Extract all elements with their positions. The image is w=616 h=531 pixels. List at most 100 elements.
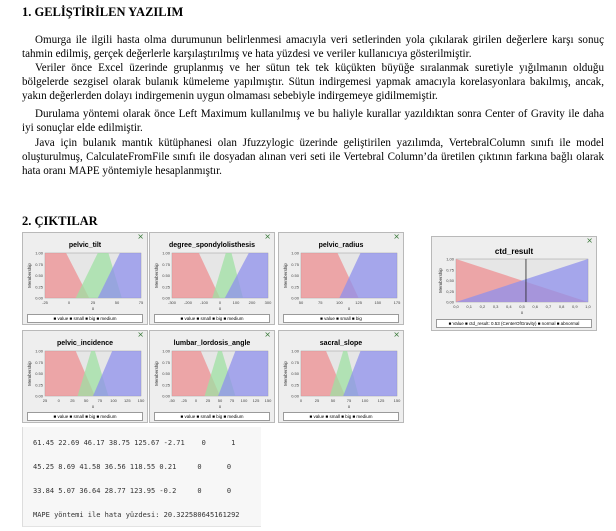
- x-axis-label: x: [521, 310, 524, 315]
- y-tick-label: 0.50: [35, 371, 44, 376]
- x-tick-label: 100: [241, 398, 248, 403]
- window-close-icon[interactable]: ×: [137, 330, 144, 339]
- chart-title: lumbar_lordosis_angle: [173, 340, 251, 347]
- console-mape-result: MAPE yöntemi ile hata yüzdesi: 20.322580…: [33, 511, 240, 519]
- y-tick-label: 0,25: [446, 289, 455, 294]
- x-tick-label: 0,8: [559, 304, 565, 309]
- chart-window-lumbar-lordosis-angle: × lumbar_lordosis_angle 0.00 0.25 0.50 0.75 1.…: [149, 330, 275, 423]
- section-2-title: 2. ÇIKTILAR: [22, 214, 98, 228]
- y-tick-label: 0.50: [162, 371, 171, 376]
- console-line: 61.45 22.69 46.17 38.75 125.67 -2.71 0 1: [33, 439, 236, 447]
- y-tick-label: 0.00: [291, 394, 300, 399]
- x-tick-label: -25: [181, 398, 188, 403]
- series-small: [45, 351, 141, 396]
- y-tick-label: 0.50: [162, 273, 171, 278]
- chart-legend: ■ value ■ small ■ big ■ medium: [154, 314, 270, 323]
- chart-title: pelvic_incidence: [56, 340, 114, 347]
- y-tick-label: 1.00: [35, 251, 44, 256]
- y-axis-label: Membership: [27, 263, 32, 288]
- x-tick-label: 100: [233, 300, 240, 305]
- chart-svg: 0.00 0.25 0.50 0.75 1.00 -300 -200 -100 0 100 200 3…: [154, 251, 272, 312]
- y-tick-label: 0.75: [35, 360, 44, 365]
- chart-legend: ■ value ■ small ■ big ■ medium: [154, 412, 270, 421]
- chart-title: sacral_slope: [319, 340, 363, 347]
- x-tick-label: 0,6: [532, 304, 538, 309]
- x-tick-label: 0: [219, 300, 222, 305]
- x-tick-label: 150: [265, 398, 272, 403]
- window-close-icon[interactable]: ×: [264, 232, 271, 241]
- x-tick-label: 0,3: [493, 304, 499, 309]
- x-tick-label: 0,9: [572, 304, 578, 309]
- chart-svg: 0,00 0,25 0,50 0,75 1,00 0,0 0,1 0,2 0,3 0,4 0,5 0,…: [438, 257, 592, 316]
- x-tick-label: -100: [200, 300, 209, 305]
- console-line: 45.25 8.69 41.58 36.56 118.55 0.21 0 0: [33, 463, 232, 471]
- y-tick-label: 0,75: [446, 267, 455, 272]
- window-close-icon[interactable]: ×: [393, 330, 400, 339]
- x-tick-label: -200: [184, 300, 193, 305]
- series-abnormal: [456, 259, 588, 302]
- chart-legend: ■ Value ■ ctd_result: 0.53 (CenterOfGrav…: [436, 319, 592, 328]
- y-axis-label: Membership: [283, 263, 288, 288]
- paragraph-1: Omurga ile ilgili hasta olma durumunun b…: [22, 34, 604, 60]
- x-tick-label: -300: [168, 300, 177, 305]
- y-tick-label: 0.00: [162, 394, 171, 399]
- paragraph-2: Veriler önce Excel üzerinde gruplanmış v…: [22, 62, 604, 102]
- window-close-icon[interactable]: ×: [137, 232, 144, 241]
- x-tick-label: 0,0: [453, 304, 459, 309]
- y-tick-label: 0.00: [35, 296, 44, 301]
- y-tick-label: 0.25: [291, 382, 300, 387]
- x-tick-label: 75: [318, 300, 323, 305]
- y-tick-label: 0.75: [162, 262, 171, 267]
- y-tick-label: 0.50: [291, 273, 300, 278]
- x-axis-label: x: [219, 404, 222, 409]
- y-tick-label: 1,00: [446, 257, 455, 262]
- x-tick-label: 25: [315, 398, 320, 403]
- x-tick-label: 25: [206, 398, 211, 403]
- window-close-icon[interactable]: ×: [393, 232, 400, 241]
- y-axis-label: Membership: [438, 268, 443, 293]
- chart-svg: 0.00 0.25 0.50 0.75 1.00 0 25 50 75 100 125 150 x Mem…: [283, 349, 401, 410]
- chart-svg: 0.00 0.25 0.50 0.75 1.00 -50 -25 0 25 50 75 100 125 1…: [154, 349, 272, 410]
- console-output: 61.45 22.69 46.17 38.75 125.67 -2.71 0 1…: [22, 427, 261, 527]
- chart-window-sacral-slope: × sacral_slope 0.00 0.25 0.50 0.75 1.00 0 25 50 75…: [278, 330, 404, 423]
- x-tick-label: 100: [336, 300, 343, 305]
- y-tick-label: 0.50: [291, 371, 300, 376]
- x-tick-label: 0,5: [519, 304, 525, 309]
- x-tick-label: 1,0: [585, 304, 591, 309]
- x-axis-label: x: [219, 306, 222, 311]
- x-tick-label: 175: [394, 300, 401, 305]
- y-tick-label: 0.25: [35, 382, 44, 387]
- x-tick-label: 75: [139, 300, 144, 305]
- x-tick-label: 25: [43, 398, 48, 403]
- x-tick-label: 0: [195, 398, 198, 403]
- y-tick-label: 0.00: [35, 394, 44, 399]
- x-tick-label: 150: [138, 398, 145, 403]
- series-small: [45, 253, 141, 298]
- y-tick-label: 1.00: [291, 349, 300, 354]
- window-close-icon[interactable]: ×: [586, 236, 593, 245]
- series-small: [172, 351, 268, 396]
- y-tick-label: 1.00: [35, 349, 44, 354]
- window-close-icon[interactable]: ×: [264, 330, 271, 339]
- chart-svg: 0.00 0.25 0.50 0.75 1.00 50 75 100 125 150 175 x Mem…: [283, 251, 401, 312]
- y-tick-label: 0.00: [162, 296, 171, 301]
- y-tick-label: 0.25: [162, 382, 171, 387]
- x-tick-label: 0: [68, 300, 71, 305]
- y-tick-label: 1.00: [162, 251, 171, 256]
- y-tick-label: 0.75: [35, 262, 44, 267]
- x-tick-label: 125: [378, 398, 385, 403]
- series-small: [172, 253, 268, 298]
- x-tick-label: 125: [355, 300, 362, 305]
- paragraph-4: Java için bulanık mantık kütüphanesi ola…: [22, 137, 604, 177]
- y-tick-label: 0.50: [35, 273, 44, 278]
- x-tick-label: 75: [98, 398, 103, 403]
- x-tick-label: 150: [394, 398, 401, 403]
- x-tick-label: 100: [362, 398, 369, 403]
- y-tick-label: 0.75: [291, 360, 300, 365]
- x-tick-label: 75: [347, 398, 352, 403]
- chart-legend: ■ value ■ small ■ big ■ medium: [27, 412, 143, 421]
- x-tick-label: 100: [110, 398, 117, 403]
- x-axis-label: x: [92, 404, 95, 409]
- x-axis-label: x: [348, 306, 351, 311]
- x-tick-label: 0,4: [506, 304, 512, 309]
